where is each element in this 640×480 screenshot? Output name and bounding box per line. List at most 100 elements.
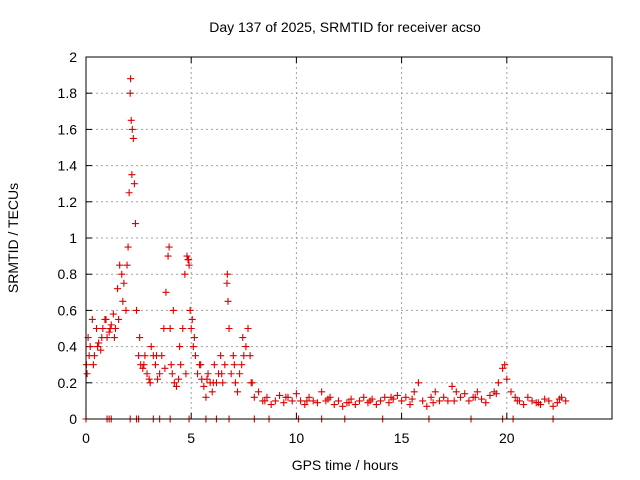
data-point — [313, 399, 321, 407]
data-point — [549, 402, 557, 410]
data-point — [528, 397, 536, 405]
data-point — [513, 397, 521, 405]
data-point — [89, 361, 97, 369]
data-point — [393, 391, 401, 399]
data-point — [136, 334, 144, 342]
data-point — [419, 397, 427, 405]
data-point — [165, 243, 173, 251]
data-point — [297, 397, 305, 405]
data-point — [218, 370, 226, 378]
data-point — [190, 334, 198, 342]
data-point — [99, 325, 107, 332]
y-tick-label: 1.8 — [58, 85, 78, 101]
data-point — [223, 270, 231, 278]
data-point — [175, 375, 183, 383]
data-point — [219, 379, 227, 387]
data-point — [151, 361, 159, 369]
data-point — [183, 252, 191, 260]
data-point — [162, 288, 170, 296]
data-point — [520, 401, 528, 409]
data-point — [324, 395, 332, 403]
x-axis-label: GPS time / hours — [292, 457, 399, 473]
data-point — [176, 343, 184, 351]
data-point — [141, 352, 149, 360]
data-point — [408, 395, 416, 403]
data-point — [534, 399, 542, 407]
data-point — [345, 399, 353, 407]
data-point — [247, 379, 255, 387]
data-point — [166, 325, 174, 332]
data-point — [221, 361, 229, 369]
data-point — [381, 393, 389, 401]
data-point — [181, 270, 189, 278]
data-point — [122, 306, 130, 314]
y-tick-label: 0.6 — [58, 302, 78, 318]
data-point — [236, 370, 244, 378]
data-point — [98, 334, 106, 342]
data-point — [385, 399, 393, 407]
data-point — [189, 343, 197, 351]
data-point — [301, 401, 309, 409]
x-tick-label: 0 — [82, 430, 90, 446]
data-point — [410, 388, 418, 396]
data-point — [240, 352, 248, 360]
data-point — [182, 370, 190, 378]
data-point — [250, 393, 258, 401]
data-point — [233, 388, 241, 396]
data-point — [123, 261, 131, 269]
data-point — [276, 391, 284, 399]
data-point — [93, 325, 101, 332]
data-point — [244, 325, 252, 332]
data-point — [172, 382, 180, 390]
y-tick-label: 1.6 — [58, 121, 78, 137]
data-point — [242, 343, 250, 351]
data-point — [124, 243, 132, 251]
data-point — [524, 393, 532, 401]
y-tick-label: 1.4 — [58, 158, 78, 174]
y-tick-label: 0.4 — [58, 339, 78, 355]
data-point — [217, 352, 225, 360]
data-point — [185, 256, 193, 264]
data-point — [429, 399, 437, 407]
data-point — [128, 125, 136, 133]
data-point — [450, 397, 458, 405]
y-tick-label: 0 — [69, 411, 77, 427]
data-point — [139, 364, 147, 372]
data-point — [152, 352, 160, 360]
data-point — [130, 180, 138, 188]
data-point — [507, 388, 515, 396]
data-point — [154, 375, 162, 383]
data-point — [562, 397, 570, 405]
data-point — [444, 397, 452, 405]
y-tick-label: 0.2 — [58, 375, 78, 391]
data-point — [188, 315, 196, 323]
data-point — [471, 393, 479, 401]
data-points — [82, 75, 570, 423]
chart-title: Day 137 of 2025, SRMTID for receiver acs… — [209, 19, 481, 35]
data-point — [448, 382, 456, 390]
data-point — [83, 370, 91, 378]
data-point — [186, 306, 194, 314]
data-point — [126, 89, 134, 97]
data-point — [132, 306, 140, 314]
data-point — [303, 397, 311, 405]
data-point — [102, 315, 110, 323]
data-point — [406, 401, 414, 409]
data-point — [109, 310, 117, 318]
data-point — [377, 397, 385, 405]
axis-ticks: 00.20.40.60.811.21.41.61.820 5 10 15 20 — [58, 49, 612, 446]
y-tick-label: 1 — [69, 230, 77, 246]
data-point — [208, 388, 216, 396]
data-point — [194, 370, 202, 378]
data-point — [119, 297, 127, 305]
data-point — [267, 401, 275, 409]
data-point — [116, 261, 124, 269]
data-point — [203, 375, 211, 383]
data-point — [145, 375, 153, 383]
data-point — [120, 279, 128, 287]
data-point — [230, 361, 238, 369]
data-point — [110, 334, 118, 342]
data-point — [225, 325, 233, 332]
x-tick-label: 20 — [499, 430, 515, 446]
data-point — [169, 306, 177, 314]
